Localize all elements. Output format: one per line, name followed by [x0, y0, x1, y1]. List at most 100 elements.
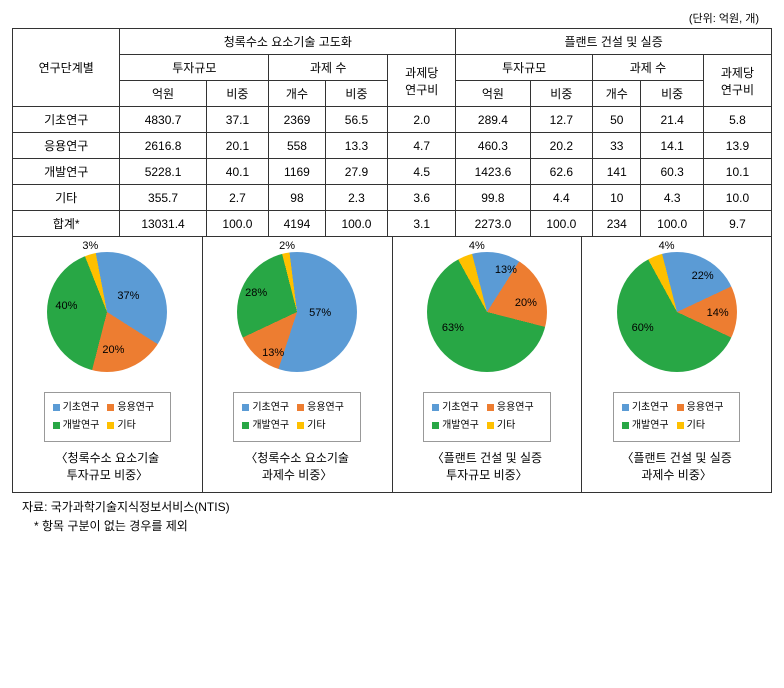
- charts-row: 37% 20% 40% 3% 기초연구 응용연구개발연구 기타 〈청록수소 요소기술 투자규모…: [12, 237, 772, 493]
- pie-slice-label: 20%: [515, 297, 537, 309]
- cell: 27.9: [325, 159, 387, 185]
- legend-item: 기초연구: [53, 399, 100, 417]
- col-won: 억원: [120, 81, 206, 107]
- cell: 기타: [13, 185, 120, 211]
- footnotes: 자료: 국가과학기술지식정보서비스(NTIS) * 항목 구분이 없는 경우를 …: [12, 498, 772, 536]
- table-row: 합계*13031.4100.04194100.03.12273.0100.023…: [13, 211, 772, 237]
- cell: 100.0: [641, 211, 703, 237]
- legend-color-icon: [487, 422, 494, 429]
- cell: 4.5: [388, 159, 456, 185]
- cell: 62.6: [530, 159, 592, 185]
- pie-slice-label: 2%: [279, 240, 295, 252]
- cell: 56.5: [325, 107, 387, 133]
- cell: 3.6: [388, 185, 456, 211]
- pie-slice-label: 28%: [245, 287, 267, 299]
- col-won: 억원: [456, 81, 530, 107]
- cell: 14.1: [641, 133, 703, 159]
- cell: 10.0: [703, 185, 771, 211]
- legend-color-icon: [242, 404, 249, 411]
- group2-header: 플랜트 건설 및 실증: [456, 29, 772, 55]
- pie-chart: 57%13%28%2%: [237, 252, 357, 372]
- pie-chart: 13%20%63%4%: [427, 252, 547, 372]
- legend-item: 개발연구: [622, 417, 669, 435]
- table-row: 기초연구4830.737.1236956.52.0289.412.75021.4…: [13, 107, 772, 133]
- legend: 기초연구응용연구개발연구기타: [423, 392, 551, 442]
- cell: 10: [593, 185, 641, 211]
- legend-item: 응용연구: [107, 399, 154, 417]
- cell: 20.2: [530, 133, 592, 159]
- pie-chart: 22%14%60%4%: [617, 252, 737, 372]
- legend-item: 개발연구: [432, 417, 479, 435]
- cell: 2.3: [325, 185, 387, 211]
- legend-color-icon: [53, 422, 60, 429]
- cell: 40.1: [206, 159, 268, 185]
- chart-cell: 22%14%60%4% 기초연구 응용연구개발연구 기타 〈플랜트 건설 및 실증 과제…: [582, 237, 771, 492]
- cell: 1169: [269, 159, 326, 185]
- legend-color-icon: [53, 404, 60, 411]
- cell: 60.3: [641, 159, 703, 185]
- pie-slice-label: 60%: [632, 322, 654, 334]
- cell: 개발연구: [13, 159, 120, 185]
- legend-color-icon: [107, 422, 114, 429]
- cell: 4194: [269, 211, 326, 237]
- cell: 20.1: [206, 133, 268, 159]
- legend-item: 기타: [107, 417, 135, 435]
- cell: 응용연구: [13, 133, 120, 159]
- legend-item: 응용연구: [487, 399, 534, 417]
- legend-color-icon: [432, 404, 439, 411]
- legend-item: 기타: [677, 417, 705, 435]
- pie-slice-label: 4%: [469, 240, 485, 252]
- chart-title: 〈청록수소 요소기술 투자규모 비중〉: [56, 450, 160, 484]
- cell: 4.7: [388, 133, 456, 159]
- legend-color-icon: [622, 422, 629, 429]
- sub-invest: 투자규모: [456, 55, 593, 81]
- pie-slice-label: 3%: [82, 240, 98, 252]
- sub-count: 과제 수: [593, 55, 704, 81]
- row-header: 연구단계별: [13, 29, 120, 107]
- cell: 기초연구: [13, 107, 120, 133]
- cell: 2369: [269, 107, 326, 133]
- chart-title: 〈플랜트 건설 및 실증 과제수 비중〉: [621, 450, 731, 484]
- cell: 33: [593, 133, 641, 159]
- sub-count: 과제 수: [269, 55, 388, 81]
- legend: 기초연구 응용연구개발연구 기타: [613, 392, 741, 442]
- pie-slice-label: 4%: [659, 240, 675, 252]
- cell: 9.7: [703, 211, 771, 237]
- pie-slice-label: 22%: [692, 270, 714, 282]
- cell: 2616.8: [120, 133, 206, 159]
- legend-item: 기초연구: [622, 399, 669, 417]
- pie-slice-label: 13%: [495, 264, 517, 276]
- chart-cell: 13%20%63%4%기초연구응용연구개발연구기타〈플랜트 건설 및 실증 투자…: [393, 237, 583, 492]
- cell: 13.3: [325, 133, 387, 159]
- cell: 100.0: [530, 211, 592, 237]
- pie-slice-label: 13%: [262, 347, 284, 359]
- pie-slice-label: 37%: [117, 290, 139, 302]
- col-cnt: 개수: [269, 81, 326, 107]
- chart-cell: 37%20%40%3%기초연구응용연구개발연구기타〈청록수소 요소기술 투자규모…: [13, 237, 203, 492]
- cell: 13031.4: [120, 211, 206, 237]
- cell: 355.7: [120, 185, 206, 211]
- legend-item: 기타: [487, 417, 515, 435]
- cell: 5.8: [703, 107, 771, 133]
- legend-color-icon: [677, 422, 684, 429]
- pie-slice-label: 40%: [55, 300, 77, 312]
- cell: 21.4: [641, 107, 703, 133]
- cell: 1423.6: [456, 159, 530, 185]
- legend-item: 응용연구: [677, 399, 724, 417]
- table-row: 응용연구2616.820.155813.34.7460.320.23314.11…: [13, 133, 772, 159]
- chart-title: 〈플랜트 건설 및 실증 투자규모 비중〉: [432, 450, 542, 484]
- sub-perproj: 과제당 연구비: [703, 55, 771, 107]
- legend: 기초연구응용연구개발연구기타: [44, 392, 172, 442]
- legend-item: 기초연구: [242, 399, 289, 417]
- unit-label: (단위: 억원, 개): [10, 10, 774, 26]
- asterisk-note: * 항목 구분이 없는 경우를 제외: [22, 517, 772, 536]
- data-table: 연구단계별 청록수소 요소기술 고도화 플랜트 건설 및 실증 투자규모 과제 …: [12, 28, 772, 237]
- cell: 4830.7: [120, 107, 206, 133]
- legend-color-icon: [622, 404, 629, 411]
- table-row: 개발연구5228.140.1116927.94.51423.662.614160…: [13, 159, 772, 185]
- legend-color-icon: [432, 422, 439, 429]
- pie-slice-label: 57%: [309, 307, 331, 319]
- legend-color-icon: [297, 422, 304, 429]
- cell: 3.1: [388, 211, 456, 237]
- col-ratio: 비중: [530, 81, 592, 107]
